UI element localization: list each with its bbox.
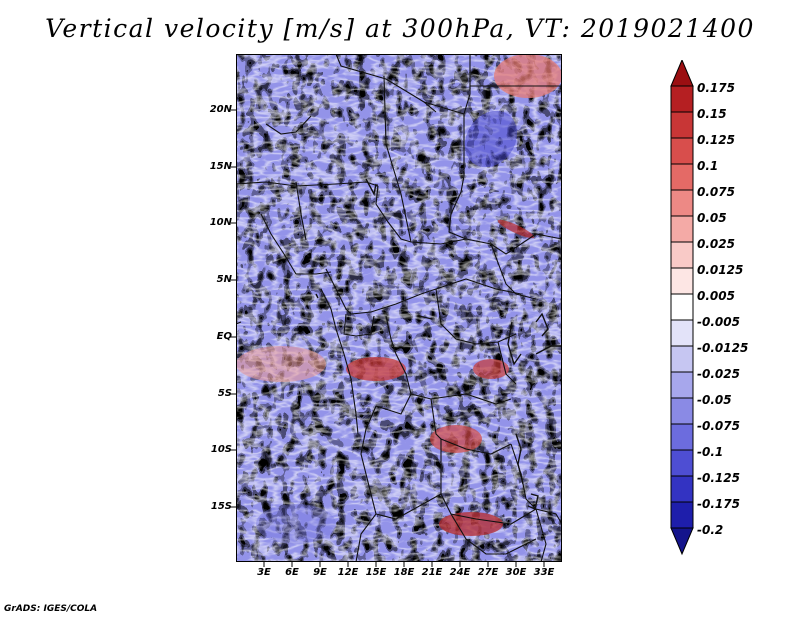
- lat-label: 15N: [209, 161, 232, 172]
- country-borders: [236, 54, 562, 562]
- map-title: Vertical velocity [m/s] at 300hPa, VT: 2…: [45, 14, 755, 43]
- lakes-and-coasts: [315, 178, 562, 510]
- colorbar-label: -0.0125: [697, 341, 749, 355]
- colorbar-label: 0.175: [697, 81, 735, 95]
- map-frame: [236, 54, 562, 562]
- colorbar-swatch: [670, 189, 694, 217]
- colorbar-label: 0.05: [697, 211, 727, 225]
- colorbar-label: -0.1: [697, 445, 724, 459]
- colorbar-label: 0.15: [697, 107, 727, 121]
- lat-label: 5N: [216, 274, 232, 285]
- lon-label: 24E: [449, 567, 471, 578]
- negative-velocity-regions: [256, 110, 518, 544]
- colorbar-swatch: [670, 501, 694, 529]
- colorbar-swatch: [670, 423, 694, 451]
- colorbar-swatch: [670, 293, 694, 321]
- colorbar-swatch: [670, 397, 694, 425]
- colorbar-swatch: [670, 241, 694, 269]
- colorbar: [670, 60, 694, 556]
- lat-label: 10N: [209, 217, 232, 228]
- colorbar-label: 0.075: [697, 185, 735, 199]
- lat-label: 10S: [210, 444, 232, 455]
- lon-label: 27E: [477, 567, 499, 578]
- colorbar-swatch: [670, 137, 694, 165]
- colorbar-label: -0.05: [697, 393, 732, 407]
- colorbar-label: -0.025: [697, 367, 740, 381]
- lat-label: 15S: [210, 501, 232, 512]
- colorbar-swatch: [670, 449, 694, 477]
- colorbar-bottom-triangle: [670, 527, 694, 556]
- lat-label: 5S: [217, 388, 232, 399]
- colorbar-swatch: [670, 475, 694, 503]
- lon-label: 15E: [365, 567, 387, 578]
- colorbar-label: 0.025: [697, 237, 735, 251]
- colorbar-label: -0.175: [697, 497, 740, 511]
- lon-label: 3E: [257, 567, 271, 578]
- lon-label: 33E: [533, 567, 555, 578]
- positive-velocity-regions: [236, 54, 562, 536]
- lon-label: 21E: [421, 567, 443, 578]
- colorbar-swatch: [670, 371, 694, 399]
- lon-label: 18E: [393, 567, 415, 578]
- lon-label: 12E: [337, 567, 359, 578]
- colorbar-label: 0.005: [697, 289, 735, 303]
- software-credit: GrADS: IGES/COLA: [4, 604, 98, 614]
- colorbar-label: 0.0125: [697, 263, 744, 277]
- colorbar-label: 0.1: [697, 159, 719, 173]
- lat-label: EQ: [216, 331, 232, 342]
- lon-label: 9E: [313, 567, 327, 578]
- colorbar-top-triangle: [670, 60, 694, 87]
- colorbar-label: -0.005: [697, 315, 740, 329]
- velocity-map: [236, 54, 562, 562]
- lon-label: 6E: [285, 567, 299, 578]
- colorbar-swatch: [670, 163, 694, 191]
- colorbar-swatch: [670, 85, 694, 113]
- colorbar-label: -0.2: [697, 523, 724, 537]
- colorbar-swatch: [670, 319, 694, 347]
- lat-label: 20N: [209, 104, 232, 115]
- colorbar-swatch: [670, 215, 694, 243]
- colorbar-swatch: [670, 345, 694, 373]
- colorbar-swatch: [670, 267, 694, 295]
- colorbar-label: 0.125: [697, 133, 735, 147]
- colorbar-swatch: [670, 111, 694, 139]
- colorbar-label: -0.125: [697, 471, 740, 485]
- lon-label: 30E: [505, 567, 527, 578]
- colorbar-label: -0.075: [697, 419, 740, 433]
